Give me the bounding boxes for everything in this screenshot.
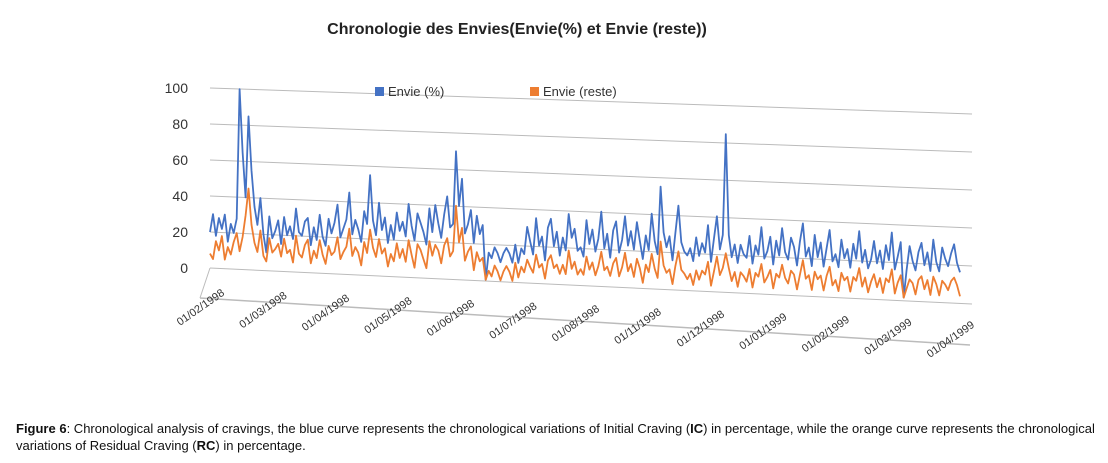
x-tick-label: 01/03/1999 [862, 316, 914, 357]
legend-label: Envie (%) [388, 84, 444, 99]
y-axis-ticks: 100 80 60 40 20 0 [165, 80, 189, 276]
caption-text-1: : Chronological analysis of cravings, th… [66, 421, 691, 436]
x-tick-label: 01/06/1998 [425, 298, 477, 339]
series-line-envie- [209, 88, 961, 299]
caption-text-3: ) in percentage. [215, 438, 306, 453]
x-tick-label: 01/04/1999 [925, 319, 977, 360]
y-tick-label: 60 [172, 152, 188, 168]
y-tick-label: 0 [180, 260, 188, 276]
x-tick-label: 01/08/1998 [550, 303, 602, 344]
gridline [209, 267, 973, 305]
y-tick-label: 100 [165, 80, 189, 96]
gridline [209, 87, 973, 115]
y-tick-label: 80 [172, 116, 188, 132]
figure-caption: Figure 6: Chronological analysis of crav… [16, 420, 1096, 454]
x-tick-label: 01/03/1998 [237, 290, 289, 331]
legend-swatch [530, 87, 539, 96]
series-lines [209, 88, 961, 299]
x-tick-label: 01/02/1998 [175, 287, 227, 328]
x-tick-label: 01/05/1998 [362, 295, 414, 336]
legend-label: Envie (reste) [543, 84, 617, 99]
caption-label: Figure 6 [16, 421, 67, 436]
depth-line [199, 267, 211, 299]
gridline [209, 159, 973, 191]
caption-abbr-ic: IC [690, 421, 704, 436]
gridline [209, 195, 973, 229]
legend: Envie (%) Envie (reste) [375, 84, 617, 99]
x-tick-label: 01/07/1998 [487, 300, 539, 341]
x-tick-label: 01/11/1998 [612, 306, 663, 347]
x-tick-label: 01/04/1998 [300, 292, 352, 333]
legend-swatch [375, 87, 384, 96]
chart-title: Chronologie des Envies(Envie(%) et Envie… [327, 21, 707, 38]
chart: Chronologie des Envies(Envie(%) et Envie… [165, 21, 977, 360]
floor-line [199, 297, 971, 346]
series-line-envie-reste- [209, 187, 961, 299]
gridlines [199, 87, 973, 346]
caption-abbr-rc: RC [196, 438, 216, 453]
y-tick-label: 20 [172, 224, 188, 240]
y-tick-label: 40 [172, 188, 188, 204]
caption-text-2: ) in percentage, while the orange curve … [16, 421, 1095, 453]
gridline [209, 123, 973, 153]
